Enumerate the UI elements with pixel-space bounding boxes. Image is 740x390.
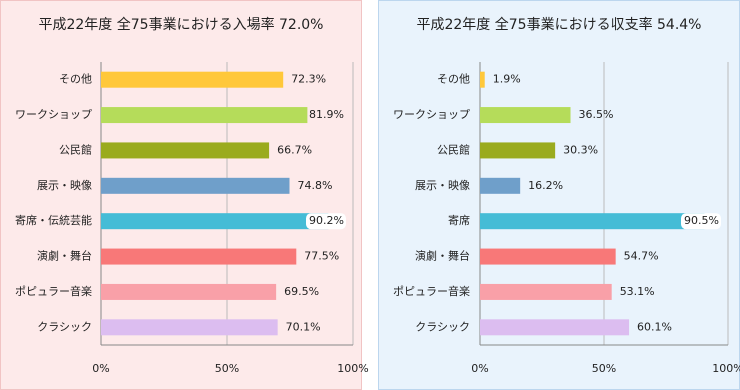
value-label: 60.1% xyxy=(637,320,672,333)
y-tick-label: ポピュラー音楽 xyxy=(15,284,92,298)
x-tick-label: 0% xyxy=(471,362,488,375)
y-tick-label: その他 xyxy=(59,73,92,86)
chart-title: 平成22年度 全75事業における入場率 72.0% xyxy=(38,16,323,33)
value-label: 72.3% xyxy=(291,73,326,86)
value-label: 16.2% xyxy=(528,179,563,192)
value-label: 81.9% xyxy=(309,108,344,121)
bar xyxy=(101,283,277,300)
bar xyxy=(480,107,571,124)
bar xyxy=(101,177,290,194)
bar xyxy=(101,248,297,265)
chart-title: 平成22年度 全75事業における収支率 54.4% xyxy=(416,16,701,33)
value-label: 53.1% xyxy=(620,285,655,298)
y-tick-label: クラシック xyxy=(415,320,470,333)
y-tick-label: 演劇・舞台 xyxy=(415,249,470,263)
bar xyxy=(480,177,521,194)
y-tick-label: 寄席・伝統芸能 xyxy=(15,213,92,227)
x-tick-label: 100% xyxy=(337,362,368,375)
y-tick-label: ポピュラー音楽 xyxy=(393,284,470,298)
value-label: 1.9% xyxy=(493,73,521,86)
bar xyxy=(480,248,616,265)
y-tick-label: クラシック xyxy=(37,320,92,333)
value-label: 90.2% xyxy=(309,214,344,227)
x-tick-label: 50% xyxy=(215,362,239,375)
x-tick-label: 50% xyxy=(592,362,616,375)
value-label: 70.1% xyxy=(286,320,321,333)
y-tick-label: 公民館 xyxy=(437,142,470,156)
y-tick-label: 展示・映像 xyxy=(37,179,92,192)
bar xyxy=(480,142,556,159)
bar xyxy=(480,283,612,300)
bar xyxy=(101,319,278,336)
y-tick-label: ワークショップ xyxy=(393,108,470,121)
value-label: 36.5% xyxy=(579,108,614,121)
y-tick-label: 寄席 xyxy=(448,213,470,227)
x-tick-label: 0% xyxy=(92,362,109,375)
value-label: 66.7% xyxy=(277,143,312,156)
bar xyxy=(101,71,284,88)
bar xyxy=(480,319,630,336)
value-label: 90.5% xyxy=(684,214,719,227)
value-label: 69.5% xyxy=(284,285,319,298)
bar xyxy=(480,71,485,88)
bar xyxy=(480,213,705,230)
y-tick-label: 展示・映像 xyxy=(415,179,470,192)
y-tick-label: 演劇・舞台 xyxy=(37,249,92,263)
value-label: 74.8% xyxy=(297,179,332,192)
y-tick-label: ワークショップ xyxy=(15,108,92,121)
bar xyxy=(101,142,270,159)
value-label: 54.7% xyxy=(624,250,659,263)
bar xyxy=(101,213,329,230)
x-tick-label: 100% xyxy=(712,362,740,375)
y-tick-label: 公民館 xyxy=(59,142,92,156)
value-label: 77.5% xyxy=(304,250,339,263)
value-label: 30.3% xyxy=(563,143,598,156)
value-label-bg xyxy=(306,213,346,230)
value-label-bg xyxy=(681,213,721,230)
y-tick-label: その他 xyxy=(437,73,470,86)
bar xyxy=(101,107,308,124)
